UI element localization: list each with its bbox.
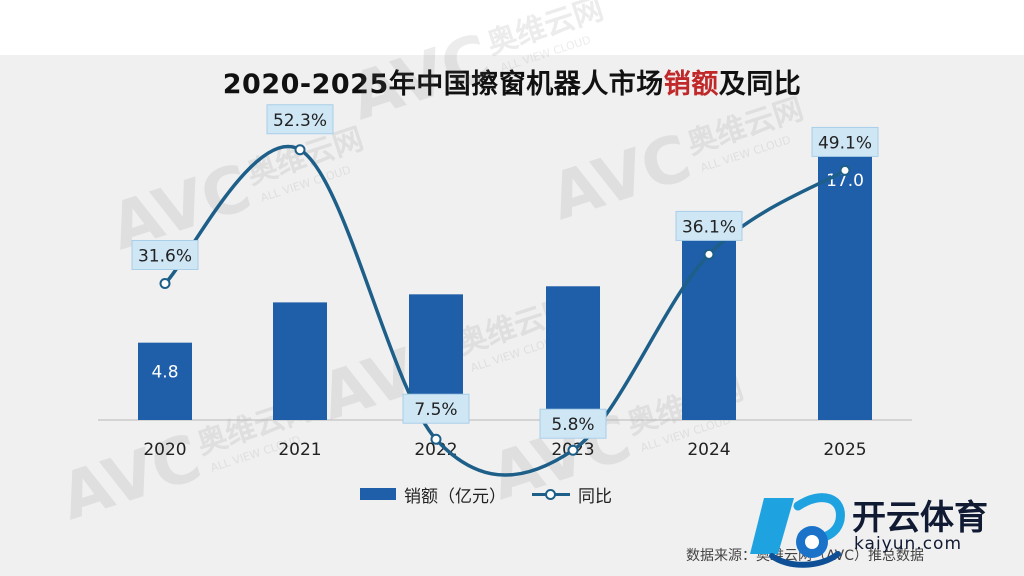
bar-value-label: 4.8 (151, 363, 178, 383)
x-tick-label: 2021 (278, 440, 321, 460)
legend-bar-swatch (360, 488, 396, 500)
brand-url: kaiyun.com (854, 534, 963, 554)
yoy-label: 52.3% (273, 111, 327, 131)
bar (546, 286, 600, 420)
watermark-logo: AVC (342, 21, 500, 135)
yoy-label: 31.6% (138, 247, 192, 267)
x-tick-label: 2024 (687, 440, 730, 460)
yoy-point (703, 248, 715, 260)
brand-name: 开云体育 (852, 498, 988, 538)
yoy-label-box (675, 210, 743, 241)
yoy-label: 7.5% (414, 400, 457, 420)
bar (682, 236, 736, 420)
brand-block: 开云体育 kaiyun.com (742, 476, 1024, 576)
legend-label-yoy: 同比 (578, 486, 612, 507)
legend-item-sales: 销额（亿元） (360, 482, 506, 507)
yoy-label-box (811, 126, 879, 157)
brand-logo-icon (750, 493, 845, 568)
yoy-label: 5.8% (551, 415, 594, 435)
yoy-point (567, 444, 579, 456)
bar (273, 302, 327, 420)
yoy-point (839, 164, 851, 176)
yoy-label-box (266, 104, 334, 135)
yoy-point (294, 144, 306, 156)
yoy-label: 49.1% (818, 133, 872, 153)
bar (138, 342, 192, 420)
legend-label-sales: 销额（亿元） (404, 486, 506, 507)
yoy-label: 36.1% (682, 217, 736, 237)
chart-title: 2020-2025年中国擦窗机器人市场销额及同比 (222, 69, 802, 100)
yoy-label-box (539, 408, 607, 439)
yoy-point (159, 278, 171, 290)
x-tick-label: 2020 (143, 440, 186, 460)
bar (818, 146, 872, 420)
yoy-label-box (131, 240, 199, 271)
x-tick-label: 2025 (823, 440, 866, 460)
legend-item-yoy: 同比 (532, 482, 612, 507)
yoy-point (430, 433, 442, 445)
yoy-label-box (402, 393, 470, 424)
legend-line-swatch (532, 488, 570, 500)
title-highlight: 销额 (663, 69, 719, 100)
watermark-logo: AVC (52, 421, 210, 535)
legend: 销额（亿元） 同比 (360, 480, 638, 508)
x-tick-label: 2022 (414, 440, 457, 460)
